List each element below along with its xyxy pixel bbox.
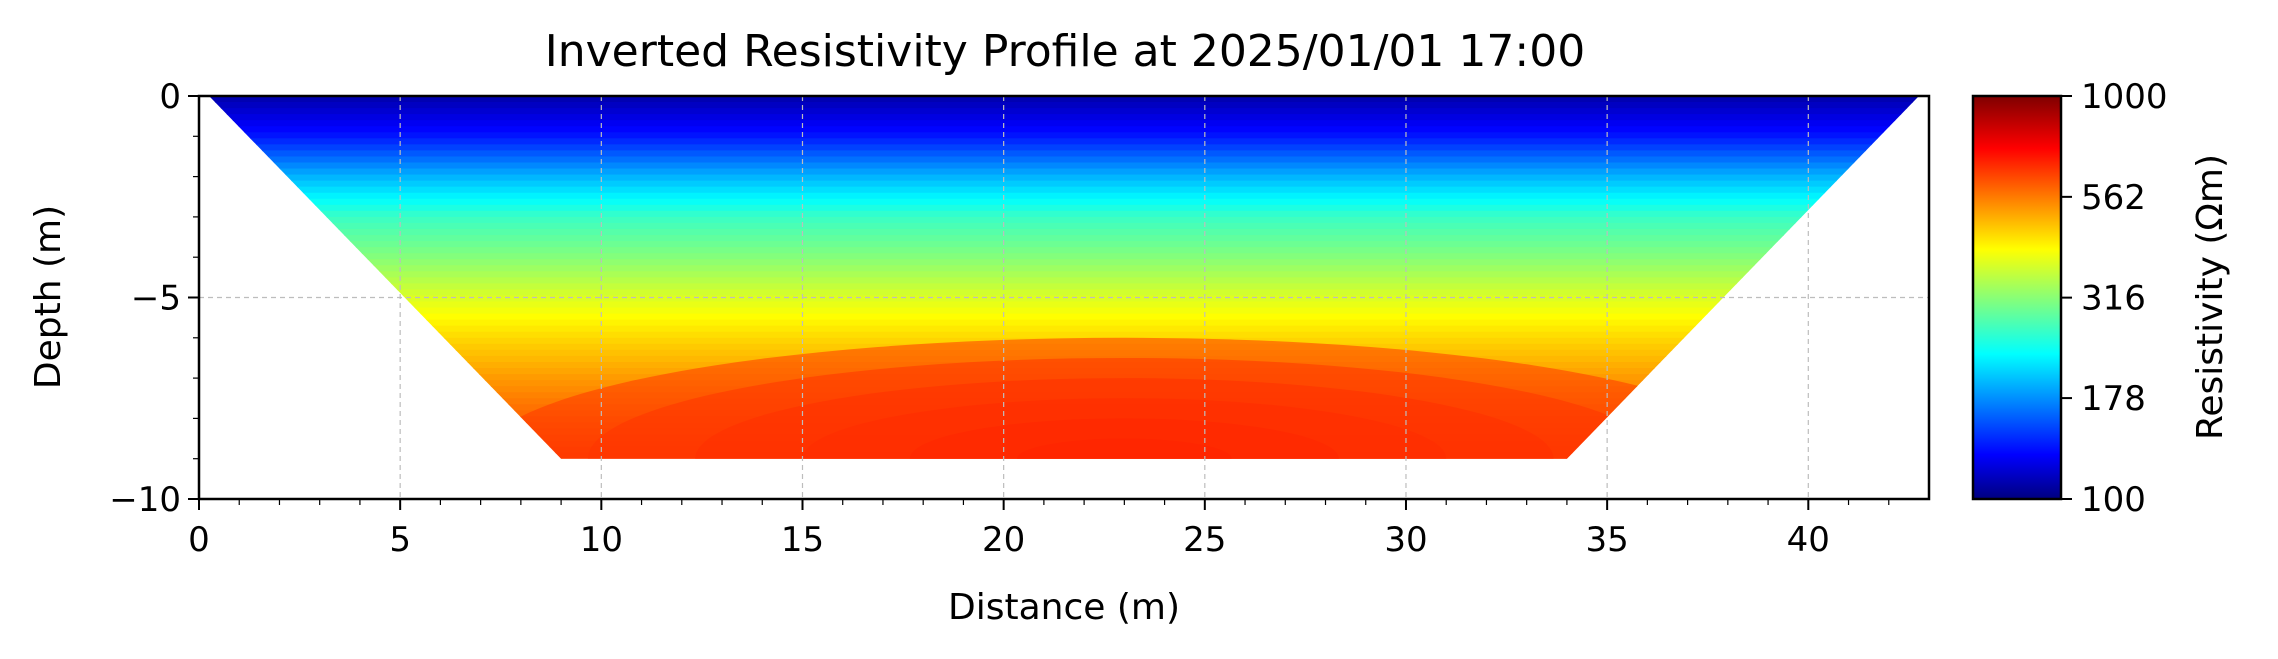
y-tick-label: −5 — [131, 279, 181, 319]
resistivity-anomaly — [909, 418, 1339, 459]
x-tick-label: 35 — [1586, 520, 1629, 560]
resistivity-band — [209, 222, 1919, 230]
resistivity-band — [209, 259, 1919, 267]
resistivity-band — [209, 204, 1919, 212]
resistivity-band — [209, 114, 1919, 122]
x-tick-label: 20 — [982, 520, 1025, 560]
resistivity-band — [209, 216, 1919, 224]
resistivity-band — [209, 313, 1919, 321]
y-tick-label: −10 — [109, 480, 181, 520]
resistivity-band — [209, 307, 1919, 315]
colorbar-label: Resistivity (Ωm) — [2190, 154, 2231, 440]
plot-area: 0 5 10 15 20 25 30 35 40 0 −5 −10 — [109, 77, 1931, 560]
y-axis-label: Depth (m) — [28, 205, 69, 389]
x-axis-ticks: 0 5 10 15 20 25 30 35 40 — [188, 499, 1890, 560]
colorbar-tick-label: 316 — [2081, 279, 2146, 319]
resistivity-band — [209, 102, 1919, 110]
x-tick-label: 25 — [1183, 520, 1226, 560]
x-tick-label: 15 — [781, 520, 824, 560]
resistivity-band — [209, 156, 1919, 164]
resistivity-band — [209, 138, 1919, 146]
resistivity-band — [209, 253, 1919, 261]
x-tick-label: 40 — [1787, 520, 1830, 560]
resistivity-band — [209, 108, 1919, 116]
colorbar-tick-label: 1000 — [2081, 77, 2168, 117]
y-axis-ticks: 0 −5 −10 — [109, 77, 199, 520]
resistivity-band — [209, 283, 1919, 291]
x-tick-label: 0 — [188, 520, 210, 560]
colorbar-tick-label: 562 — [2081, 178, 2146, 218]
resistivity-band — [209, 174, 1919, 182]
resistivity-band — [209, 132, 1919, 140]
colorbar-tick-label: 178 — [2081, 379, 2146, 419]
colorbar-gradient — [1971, 94, 2063, 501]
resistivity-section — [209, 96, 1919, 459]
resistivity-band — [209, 210, 1919, 218]
x-tick-label: 5 — [389, 520, 411, 560]
resistivity-band — [209, 325, 1919, 333]
resistivity-band — [209, 265, 1919, 273]
resistivity-band — [209, 235, 1919, 243]
resistivity-band — [209, 301, 1919, 309]
resistivity-band — [209, 319, 1919, 327]
resistivity-band — [209, 198, 1919, 206]
grid-lines — [199, 96, 1929, 499]
resistivity-band — [209, 150, 1919, 158]
resistivity-band — [209, 241, 1919, 249]
colorbar-tick-label: 100 — [2081, 480, 2146, 520]
chart-title: Inverted Resistivity Profile at 2025/01/… — [545, 26, 1585, 77]
resistivity-band — [209, 192, 1919, 200]
x-tick-label: 30 — [1384, 520, 1427, 560]
resistivity-band — [209, 96, 1919, 104]
colorbar: 100 178 316 562 1000 Resistivity (Ωm) — [1971, 77, 2231, 520]
resistivity-anomaly — [1017, 438, 1232, 459]
colorbar-ticks: 100 178 316 562 1000 — [2061, 77, 2168, 520]
resistivity-band — [209, 228, 1919, 237]
x-axis-label: Distance (m) — [948, 587, 1180, 628]
y-tick-label: 0 — [159, 77, 181, 117]
resistivity-band — [209, 168, 1919, 176]
resistivity-band — [209, 331, 1919, 339]
resistivity-band — [209, 295, 1919, 303]
resistivity-band — [209, 144, 1919, 152]
x-tick-label: 10 — [580, 520, 623, 560]
resistivity-band — [209, 271, 1919, 279]
resistivity-band — [209, 186, 1919, 194]
resistivity-band — [209, 162, 1919, 170]
resistivity-band — [209, 247, 1919, 255]
resistivity-band — [209, 120, 1919, 128]
resistivity-band — [209, 126, 1919, 134]
resistivity-band — [209, 180, 1919, 188]
resistivity-band — [209, 277, 1919, 285]
resistivity-band — [209, 289, 1919, 297]
